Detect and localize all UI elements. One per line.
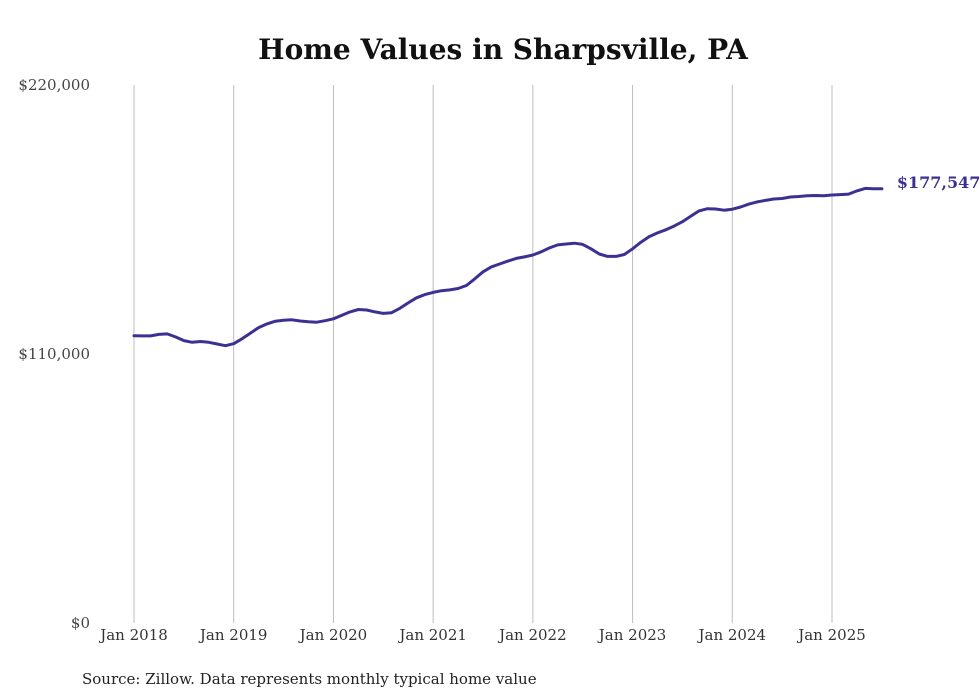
gridlines: [133, 85, 833, 623]
series-layer: $177,547: [132, 173, 980, 348]
y-tick-label: $110,000: [18, 345, 90, 363]
source-note: Source: Zillow. Data represents monthly …: [82, 670, 537, 688]
y-tick-label: $220,000: [18, 76, 90, 94]
end-value-label: $177,547: [897, 173, 980, 192]
series-line: [132, 186, 884, 348]
x-tick-label: Jan 2021: [397, 626, 467, 644]
chart-title: Home Values in Sharpsville, PA: [258, 33, 749, 66]
x-tick-label: Jan 2023: [597, 626, 667, 644]
x-axis-ticks: Jan 2018 Jan 2019 Jan 2020 Jan 2021 Jan 2022…: [98, 626, 866, 644]
x-tick-label: Jan 2024: [697, 626, 767, 644]
y-tick-label: $0: [71, 614, 90, 632]
y-axis-ticks: $0 $110,000 $220,000: [18, 76, 90, 632]
x-tick-label: Jan 2025: [796, 626, 866, 644]
x-tick-label: Jan 2022: [497, 626, 567, 644]
x-tick-label: Jan 2018: [98, 626, 168, 644]
x-tick-label: Jan 2020: [298, 626, 368, 644]
x-tick-label: Jan 2019: [198, 626, 268, 644]
